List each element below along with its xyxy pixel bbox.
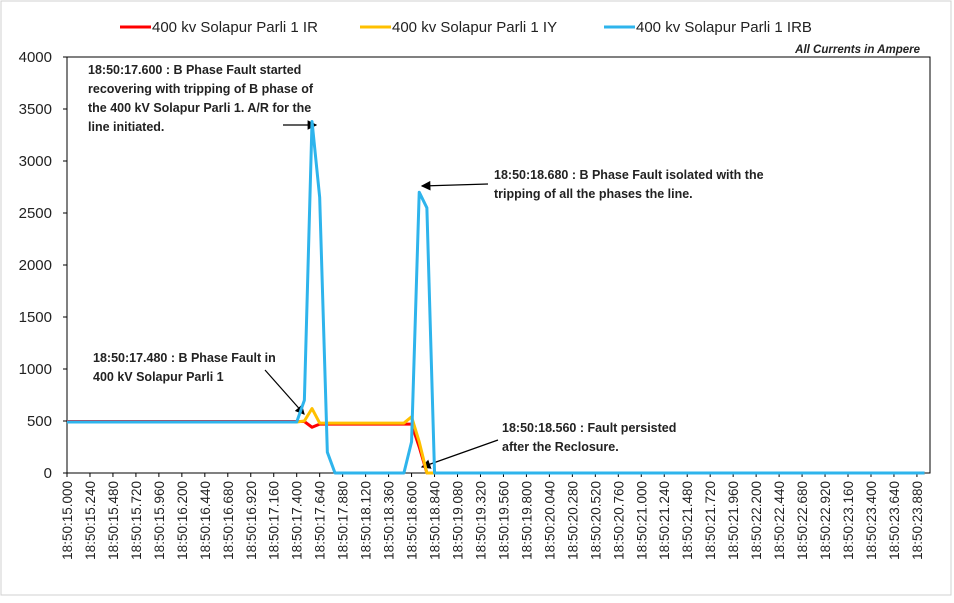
x-tick-label: 18:50:19.800 bbox=[519, 481, 534, 560]
x-tick-label: 18:50:15.960 bbox=[152, 481, 167, 560]
x-tick-label: 18:50:16.440 bbox=[198, 481, 213, 560]
arrow bbox=[420, 180, 489, 191]
annotation-text: after the Reclosure. bbox=[502, 440, 619, 454]
annotation-text: the 400 kV Solapur Parli 1. A/R for the bbox=[88, 101, 311, 115]
y-tick-label: 3000 bbox=[19, 153, 52, 170]
x-tick-label: 18:50:16.200 bbox=[175, 481, 190, 560]
x-tick-label: 18:50:17.400 bbox=[290, 481, 305, 560]
annotation-text: recovering with tripping of B phase of bbox=[88, 82, 314, 96]
x-tick-label: 18:50:20.760 bbox=[611, 481, 626, 560]
x-tick-label: 18:50:23.400 bbox=[864, 481, 879, 560]
x-tick-label: 18:50:21.480 bbox=[680, 481, 695, 560]
annotation-text: 18:50:18.680 : B Phase Fault isolated wi… bbox=[494, 168, 764, 182]
y-tick-label: 3500 bbox=[19, 101, 52, 118]
x-tick-label: 18:50:16.680 bbox=[221, 481, 236, 560]
x-tick-label: 18:50:21.000 bbox=[634, 481, 649, 560]
x-tick-label: 18:50:22.920 bbox=[818, 481, 833, 560]
x-tick-label: 18:50:15.000 bbox=[60, 481, 75, 560]
legend-label: 400 kv Solapur Parli 1 IY bbox=[392, 19, 557, 36]
x-tick-label: 18:50:21.240 bbox=[657, 481, 672, 560]
x-tick-label: 18:50:18.360 bbox=[382, 481, 397, 560]
x-tick-label: 18:50:15.720 bbox=[129, 481, 144, 560]
x-tick-label: 18:50:18.600 bbox=[405, 481, 420, 560]
x-tick-label: 18:50:18.840 bbox=[428, 481, 443, 560]
x-tick-label: 18:50:22.200 bbox=[749, 481, 764, 560]
annotation-text: 18:50:18.560 : Fault persisted bbox=[502, 421, 676, 435]
x-tick-label: 18:50:17.640 bbox=[313, 481, 328, 560]
y-tick-label: 4000 bbox=[19, 49, 52, 66]
x-tick-label: 18:50:19.560 bbox=[496, 481, 511, 560]
annotation-text: 18:50:17.600 : B Phase Fault started bbox=[88, 63, 301, 77]
x-tick-label: 18:50:17.160 bbox=[267, 481, 282, 560]
series-line bbox=[67, 119, 925, 475]
y-tick-label: 1500 bbox=[19, 309, 52, 326]
x-tick-label: 18:50:21.720 bbox=[703, 481, 718, 560]
legend-label: 400 kv Solapur Parli 1 IRB bbox=[636, 19, 812, 36]
x-tick-label: 18:50:23.640 bbox=[887, 481, 902, 560]
annotation-text: tripping of all the phases the line. bbox=[494, 187, 693, 201]
x-tick-label: 18:50:17.880 bbox=[336, 481, 351, 560]
x-tick-label: 18:50:15.240 bbox=[83, 481, 98, 560]
annotation-text: line initiated. bbox=[88, 120, 164, 134]
annotation-text: 400 kV Solapur Parli 1 bbox=[93, 370, 224, 384]
y-tick-label: 2000 bbox=[19, 257, 52, 274]
x-tick-label: 18:50:23.160 bbox=[841, 481, 856, 560]
x-tick-label: 18:50:18.120 bbox=[359, 481, 374, 560]
x-tick-label: 18:50:20.520 bbox=[588, 481, 603, 560]
x-tick-label: 18:50:15.480 bbox=[106, 481, 121, 560]
legend-label: 400 kv Solapur Parli 1 IR bbox=[152, 19, 318, 36]
x-tick-label: 18:50:21.960 bbox=[726, 481, 741, 560]
unit-note: All Currents in Ampere bbox=[794, 44, 920, 56]
x-tick-label: 18:50:23.880 bbox=[910, 481, 925, 560]
x-tick-label: 18:50:20.280 bbox=[565, 481, 580, 560]
x-tick-label: 18:50:20.040 bbox=[542, 481, 557, 560]
y-tick-label: 500 bbox=[27, 413, 52, 430]
x-tick-label: 18:50:16.920 bbox=[244, 481, 259, 560]
annotation-text: 18:50:17.480 : B Phase Fault in bbox=[93, 351, 276, 365]
arrow bbox=[264, 369, 305, 415]
y-tick-label: 1000 bbox=[19, 361, 52, 378]
x-tick-label: 18:50:19.080 bbox=[451, 481, 466, 560]
y-tick-label: 2500 bbox=[19, 205, 52, 222]
y-tick-label: 0 bbox=[44, 465, 52, 482]
x-tick-label: 18:50:22.680 bbox=[795, 481, 810, 560]
annotations: 18:50:17.600 : B Phase Fault started rec… bbox=[88, 63, 764, 454]
x-tick-label: 18:50:19.320 bbox=[473, 481, 488, 560]
x-tick-label: 18:50:22.440 bbox=[772, 481, 787, 560]
